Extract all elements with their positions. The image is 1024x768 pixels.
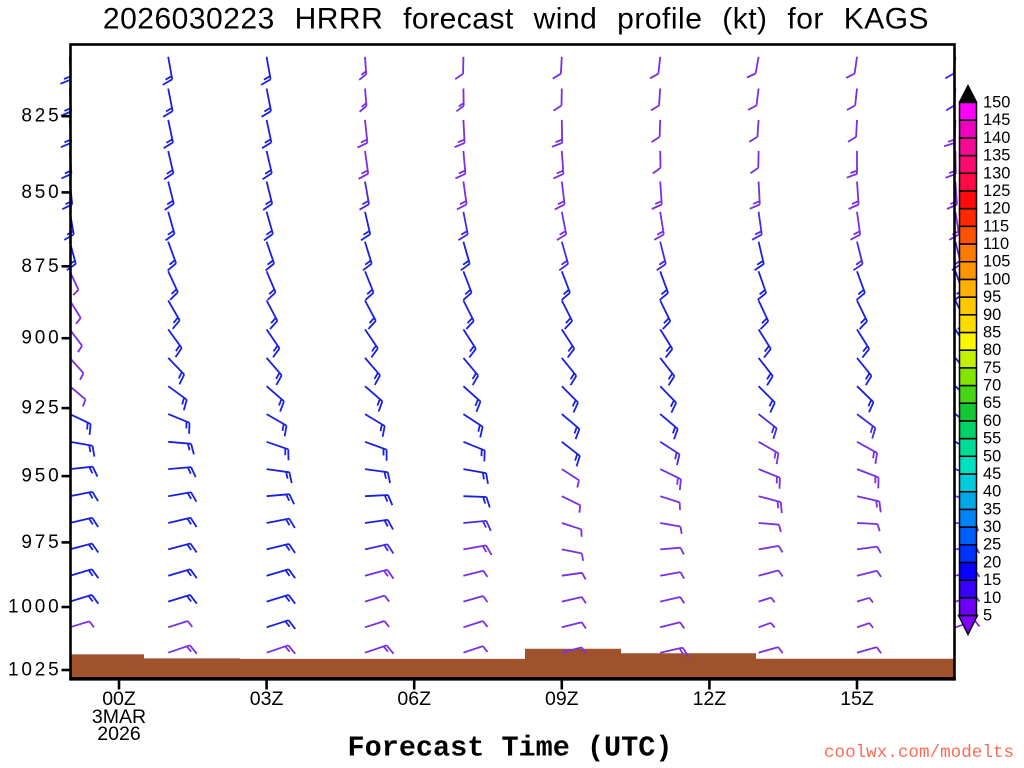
svg-text:850: 850 <box>21 182 61 203</box>
svg-text:45: 45 <box>983 465 1001 483</box>
svg-text:60: 60 <box>983 412 1001 430</box>
svg-text:12Z: 12Z <box>693 688 727 710</box>
svg-text:100: 100 <box>983 270 1010 288</box>
svg-text:06Z: 06Z <box>397 688 431 710</box>
svg-text:95: 95 <box>983 288 1001 306</box>
svg-text:10: 10 <box>983 589 1001 607</box>
svg-text:145: 145 <box>983 111 1010 129</box>
svg-text:975: 975 <box>21 532 61 553</box>
svg-text:875: 875 <box>21 256 61 277</box>
svg-text:130: 130 <box>983 164 1010 182</box>
svg-text:825: 825 <box>21 106 61 127</box>
svg-text:15: 15 <box>983 571 1001 589</box>
svg-text:1025: 1025 <box>8 660 61 681</box>
svg-text:110: 110 <box>983 235 1009 253</box>
svg-text:65: 65 <box>983 394 1001 412</box>
svg-text:120: 120 <box>983 200 1010 218</box>
svg-text:35: 35 <box>983 500 1001 518</box>
svg-text:925: 925 <box>21 398 61 419</box>
svg-text:00Z: 00Z <box>102 688 136 710</box>
svg-text:09Z: 09Z <box>545 688 579 710</box>
svg-text:950: 950 <box>21 466 61 487</box>
svg-text:135: 135 <box>983 147 1010 165</box>
svg-text:115: 115 <box>983 217 1009 235</box>
svg-text:85: 85 <box>983 324 1001 342</box>
svg-text:2026030223 HRRR forecast wind: 2026030223 HRRR forecast wind profile (k… <box>103 3 929 36</box>
svg-text:105: 105 <box>983 253 1010 271</box>
svg-text:75: 75 <box>983 359 1001 377</box>
svg-text:15Z: 15Z <box>840 688 874 710</box>
svg-text:Forecast Time (UTC): Forecast Time (UTC) <box>348 732 673 765</box>
svg-text:50: 50 <box>983 447 1001 465</box>
svg-text:90: 90 <box>983 306 1001 324</box>
svg-text:25: 25 <box>983 536 1001 554</box>
svg-text:55: 55 <box>983 430 1001 448</box>
svg-text:1000: 1000 <box>8 597 61 618</box>
svg-text:70: 70 <box>983 377 1001 395</box>
svg-text:125: 125 <box>983 182 1010 200</box>
svg-text:2026: 2026 <box>97 723 140 745</box>
svg-text:20: 20 <box>983 553 1001 571</box>
svg-text:3MAR: 3MAR <box>92 706 146 728</box>
svg-text:30: 30 <box>983 518 1001 536</box>
svg-text:03Z: 03Z <box>250 688 284 710</box>
svg-text:coolwx.com/modelts: coolwx.com/modelts <box>824 743 1014 763</box>
svg-text:900: 900 <box>21 328 61 349</box>
svg-text:80: 80 <box>983 341 1001 359</box>
svg-text:5: 5 <box>983 607 992 625</box>
svg-text:150: 150 <box>983 94 1010 112</box>
svg-text:40: 40 <box>983 483 1001 501</box>
svg-text:140: 140 <box>983 129 1010 147</box>
